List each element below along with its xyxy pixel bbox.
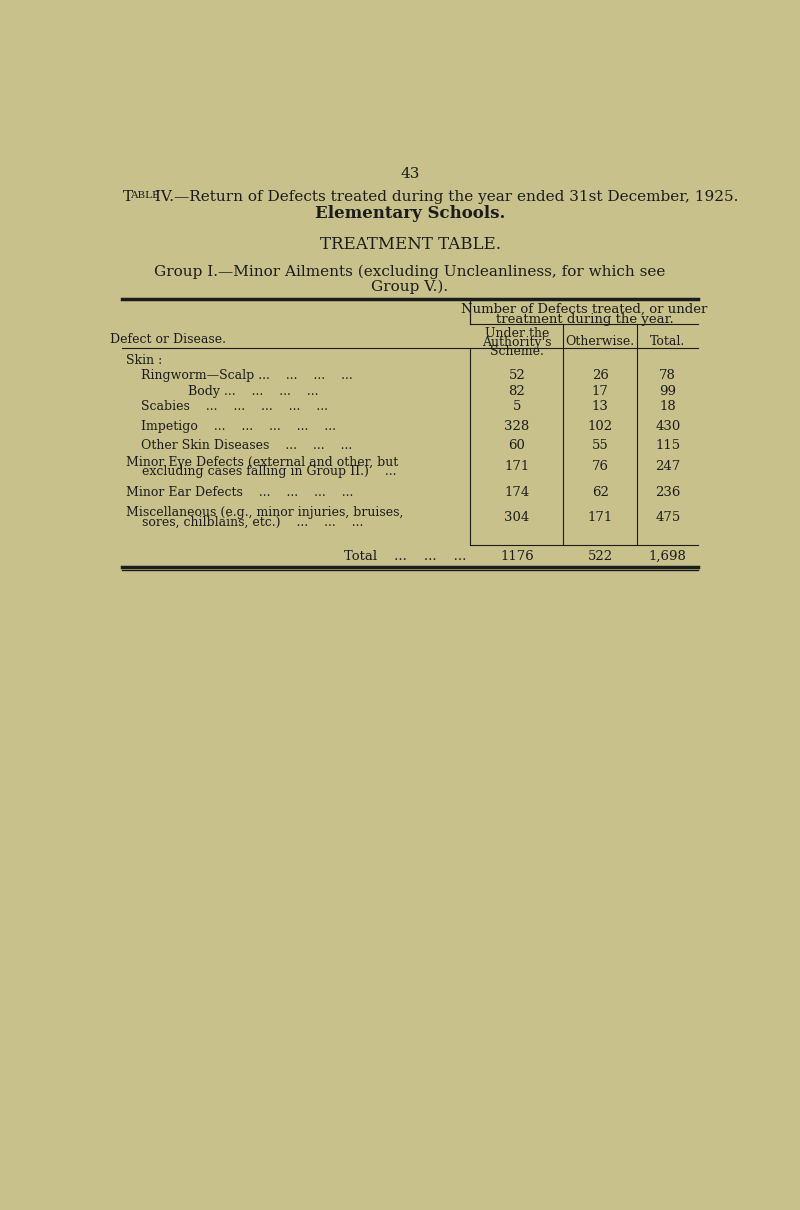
Text: Ringworm—Scalp ...    ...    ...    ...: Ringworm—Scalp ... ... ... ... — [141, 369, 353, 382]
Text: 430: 430 — [655, 420, 680, 433]
Text: 76: 76 — [592, 460, 609, 473]
Text: 18: 18 — [659, 401, 676, 413]
Text: 5: 5 — [513, 401, 521, 413]
Text: Group V.).: Group V.). — [371, 280, 449, 294]
Text: TREATMENT TABLE.: TREATMENT TABLE. — [319, 236, 501, 253]
Text: treatment during the year.: treatment during the year. — [495, 313, 674, 325]
Text: Scabies    ...    ...    ...    ...    ...: Scabies ... ... ... ... ... — [141, 401, 328, 413]
Text: Skin :: Skin : — [126, 353, 162, 367]
Text: 17: 17 — [592, 385, 609, 398]
Text: excluding cases falling in Group II.)    ...: excluding cases falling in Group II.) ..… — [126, 465, 396, 478]
Text: 62: 62 — [592, 486, 609, 500]
Text: 1,698: 1,698 — [649, 551, 686, 563]
Text: 102: 102 — [588, 420, 613, 433]
Text: 522: 522 — [588, 551, 613, 563]
Text: T: T — [123, 190, 134, 203]
Text: 60: 60 — [509, 438, 526, 451]
Text: 82: 82 — [509, 385, 526, 398]
Text: Number of Defects treated, or under: Number of Defects treated, or under — [461, 302, 707, 316]
Text: Minor Ear Defects    ...    ...    ...    ...: Minor Ear Defects ... ... ... ... — [126, 486, 353, 500]
Text: 26: 26 — [592, 369, 609, 382]
Text: 52: 52 — [509, 369, 526, 382]
Text: Otherwise.: Otherwise. — [566, 335, 635, 347]
Text: 475: 475 — [655, 511, 680, 524]
Text: 171: 171 — [588, 511, 613, 524]
Text: 236: 236 — [655, 486, 680, 500]
Text: 1176: 1176 — [500, 551, 534, 563]
Text: 174: 174 — [504, 486, 530, 500]
Text: Authority's: Authority's — [482, 336, 552, 350]
Text: Body ...    ...    ...    ...: Body ... ... ... ... — [187, 385, 318, 398]
Text: Other Skin Diseases    ...    ...    ...: Other Skin Diseases ... ... ... — [141, 438, 352, 451]
Text: 78: 78 — [659, 369, 676, 382]
Text: 55: 55 — [592, 438, 609, 451]
Text: 99: 99 — [659, 385, 676, 398]
Text: Group I.—Minor Ailments (excluding Uncleanliness, for which see: Group I.—Minor Ailments (excluding Uncle… — [154, 265, 666, 280]
Text: 247: 247 — [655, 460, 680, 473]
Text: Minor Eye Defects (external and other, but: Minor Eye Defects (external and other, b… — [126, 455, 398, 468]
Text: 328: 328 — [504, 420, 530, 433]
Text: Scheme.: Scheme. — [490, 345, 544, 358]
Text: Elementary Schools.: Elementary Schools. — [315, 206, 505, 223]
Text: Total    ...    ...    ...: Total ... ... ... — [344, 551, 466, 563]
Text: 115: 115 — [655, 438, 680, 451]
Text: ABLE: ABLE — [130, 191, 160, 201]
Text: 43: 43 — [400, 167, 420, 180]
Text: Under the: Under the — [485, 327, 549, 340]
Text: 304: 304 — [504, 511, 530, 524]
Text: IV.—Return of Defects treated during the year ended 31st December, 1925.: IV.—Return of Defects treated during the… — [150, 190, 738, 203]
Text: 171: 171 — [504, 460, 530, 473]
Text: 13: 13 — [592, 401, 609, 413]
Text: Miscellaneous (e.g., minor injuries, bruises,: Miscellaneous (e.g., minor injuries, bru… — [126, 506, 403, 519]
Text: Defect or Disease.: Defect or Disease. — [110, 333, 226, 346]
Text: Impetigo    ...    ...    ...    ...    ...: Impetigo ... ... ... ... ... — [141, 420, 336, 433]
Text: Total.: Total. — [650, 335, 686, 347]
Text: sores, chilblains, etc.)    ...    ...    ...: sores, chilblains, etc.) ... ... ... — [126, 515, 363, 529]
